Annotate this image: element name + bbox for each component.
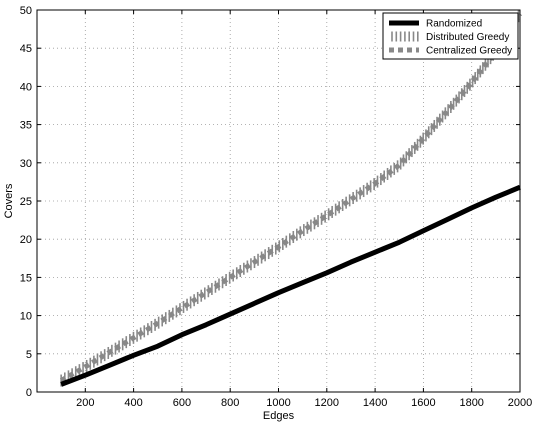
- y-tick-label: 5: [26, 349, 32, 361]
- y-tick-label: 50: [20, 5, 32, 17]
- y-tick-label: 15: [20, 272, 32, 284]
- series-randomized: [60, 184, 521, 387]
- y-tick-label: 20: [20, 234, 32, 246]
- x-tick-label: 1200: [315, 397, 339, 409]
- legend: Randomized Distributed Greedy Centralized …: [382, 12, 519, 60]
- x-tick-label: 2000: [508, 397, 532, 409]
- x-tick-label: 1800: [459, 397, 483, 409]
- y-tick-label: 0: [26, 387, 32, 399]
- x-tick-label: 1000: [266, 397, 290, 409]
- y-tick-label: 45: [20, 43, 32, 55]
- x-tick-label: 800: [221, 397, 239, 409]
- x-tick-label: 200: [76, 397, 94, 409]
- y-tick-label: 25: [20, 196, 32, 208]
- legend-item-randomized: Randomized: [389, 19, 482, 30]
- legend-label: Centralized Greedy: [426, 46, 512, 57]
- y-tick-label: 40: [20, 81, 32, 93]
- legend-item-distributed-greedy: Distributed Greedy: [391, 31, 509, 43]
- x-tick-label: 1400: [363, 397, 387, 409]
- series-line: [60, 184, 521, 387]
- legend-item-centralized-greedy: Centralized Greedy: [389, 46, 512, 57]
- x-axis-label: Edges: [263, 410, 295, 422]
- x-tick-label: 400: [124, 397, 142, 409]
- legend-label: Distributed Greedy: [426, 32, 509, 43]
- y-axis-label: Covers: [3, 183, 15, 218]
- legend-label: Randomized: [426, 19, 482, 30]
- y-tick-label: 30: [20, 158, 32, 170]
- tick-labels: 200 400 600 800 1000 1200 1400 1600 1800 2000 0 5 10…: [20, 5, 532, 409]
- y-tick-label: 35: [20, 120, 32, 132]
- y-tick-label: 10: [20, 311, 32, 323]
- grid: [37, 10, 520, 392]
- x-tick-label: 1600: [411, 397, 435, 409]
- x-tick-label: 600: [173, 397, 191, 409]
